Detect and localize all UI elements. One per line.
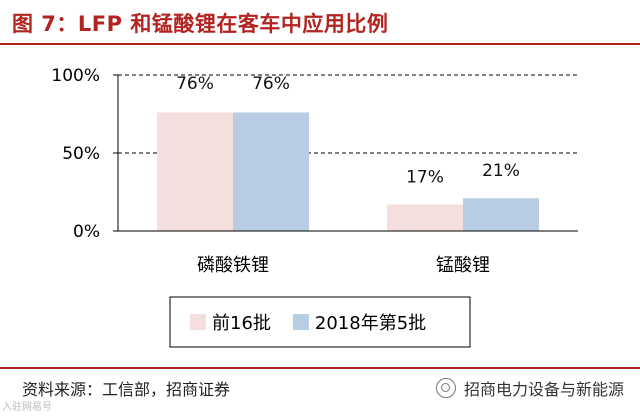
bar-chart: 0% 50% 100% 磷酸铁锂 锰酸锂 76% 76% 17% 21% 前16批 2018年第… bbox=[51, 66, 578, 348]
y-tick-label: 100% bbox=[51, 66, 100, 86]
data-labels: 76% 76% 17% 21% bbox=[176, 74, 520, 187]
legend-label: 2018年第5批 bbox=[315, 313, 426, 334]
legend-swatch bbox=[190, 314, 206, 330]
data-label: 76% bbox=[252, 74, 290, 94]
x-tick-label: 磷酸铁锂 bbox=[197, 255, 269, 276]
legend-swatch bbox=[292, 314, 309, 330]
axes: 0% 50% 100% 磷酸铁锂 锰酸锂 bbox=[51, 66, 578, 276]
title-divider bbox=[0, 43, 640, 45]
bar bbox=[463, 198, 539, 231]
y-tick-label: 0% bbox=[73, 222, 100, 242]
bar bbox=[233, 112, 309, 231]
wechat-watermark: 招商电力设备与新能源 bbox=[435, 376, 624, 400]
legend-label: 前16批 bbox=[212, 313, 271, 334]
data-label: 17% bbox=[406, 167, 444, 187]
bar bbox=[387, 204, 463, 231]
bars bbox=[157, 112, 539, 231]
bar bbox=[157, 112, 233, 231]
source-note: 资料来源：工信部，招商证券 bbox=[22, 380, 231, 399]
wechat-icon bbox=[435, 378, 456, 398]
legend: 前16批 2018年第5批 bbox=[169, 296, 471, 348]
data-label: 21% bbox=[482, 161, 520, 181]
watermark-text: 招商电力设备与新能源 bbox=[463, 380, 624, 399]
data-label: 76% bbox=[176, 74, 214, 94]
x-tick-label: 锰酸锂 bbox=[436, 255, 490, 276]
y-tick-label: 50% bbox=[62, 144, 100, 164]
corner-watermark: 入驻网易号 bbox=[2, 402, 52, 413]
footer-divider bbox=[0, 367, 640, 369]
legend-box bbox=[169, 296, 471, 348]
chart-title: 图 7：LFP 和锰酸锂在客车中应用比例 bbox=[12, 12, 389, 36]
